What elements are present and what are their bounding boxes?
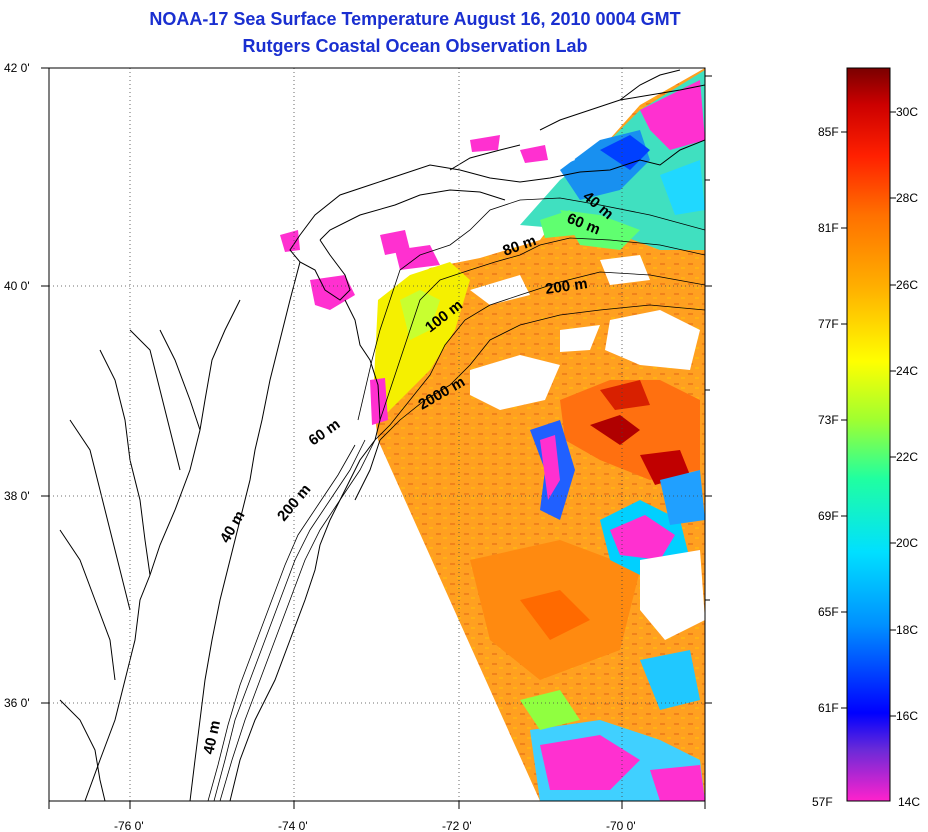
graticule	[49, 68, 705, 801]
colorbar	[846, 67, 891, 802]
map-title: NOAA-17 Sea Surface Temperature August 1…	[149, 9, 681, 29]
colorbar-label-c: 28C	[896, 191, 919, 205]
colorbar-label-c: 18C	[896, 623, 919, 637]
contour-label: 40 m	[200, 719, 224, 756]
lon-tick-label: -76 0'	[114, 819, 144, 832]
bathymetry-contours	[207, 197, 705, 801]
colorbar-label-c: 24C	[896, 364, 919, 378]
colorbar-label-c: 22C	[896, 450, 919, 464]
lon-tick-label: -70 0'	[606, 819, 636, 832]
colorbar-label-f: 57F	[812, 795, 833, 809]
lat-tick-label: 42 0'	[4, 61, 30, 75]
lat-tick-label: 38 0'	[4, 489, 30, 503]
colorbar-label-c: 20C	[896, 536, 919, 550]
colorbar-label-f: 69F	[818, 509, 839, 523]
sst-swath	[372, 68, 705, 801]
lon-tick-label: -74 0'	[278, 819, 308, 832]
colorbar-label-c: 26C	[896, 278, 919, 292]
lon-tick-label: -72 0'	[442, 819, 472, 832]
lat-labels: 42 0' 40 0' 38 0' 36 0'	[4, 61, 30, 710]
colorbar-label-f: 61F	[818, 701, 839, 715]
colorbar-label-f: 81F	[818, 221, 839, 235]
colorbar-label-f: 77F	[818, 317, 839, 331]
colorbar-label-f: 85F	[818, 125, 839, 139]
colorbar-label-f: 65F	[818, 605, 839, 619]
contour-label: 200 m	[544, 275, 588, 298]
axis-ticks	[41, 67, 712, 809]
colorbar-label-c: 30C	[896, 105, 919, 119]
map-subtitle: Rutgers Coastal Ocean Observation Lab	[242, 36, 588, 56]
colorbar-label-f: 73F	[818, 413, 839, 427]
colorbar-label-c: 16C	[896, 709, 919, 723]
coastal-patches	[280, 135, 575, 425]
lon-labels: -76 0' -74 0' -72 0' -70 0'	[114, 819, 636, 832]
lat-tick-label: 36 0'	[4, 696, 30, 710]
coastline	[59, 69, 705, 801]
colorbar-label-c: 14C	[898, 795, 921, 809]
lat-tick-label: 40 0'	[4, 279, 30, 293]
colorbar-ticks	[841, 111, 896, 717]
